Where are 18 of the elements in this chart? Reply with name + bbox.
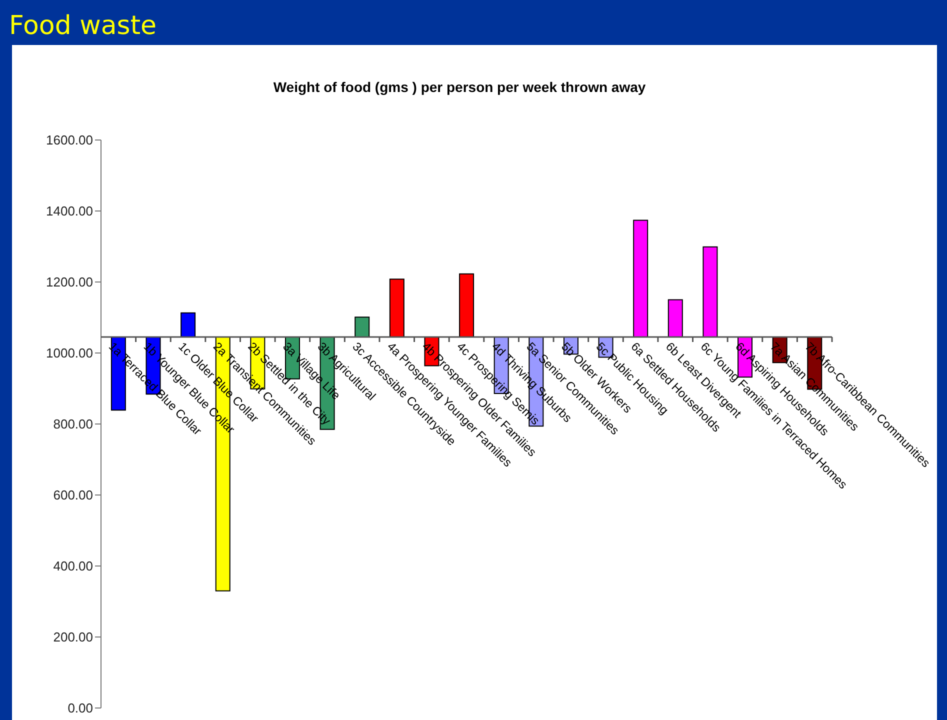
bar — [633, 220, 648, 338]
bar — [668, 299, 683, 338]
y-tick-label: 1600.00 — [46, 132, 93, 148]
y-tick-label: 0.00 — [68, 700, 93, 716]
bar — [459, 273, 474, 338]
bar — [702, 246, 718, 338]
y-tick-label: 600.00 — [53, 488, 93, 503]
chart-title: Food waste — [9, 11, 157, 41]
bar — [180, 312, 196, 338]
y-tick-label: 1000.00 — [46, 346, 93, 361]
bar — [354, 316, 370, 338]
y-tick-label: 400.00 — [53, 558, 93, 574]
bar — [389, 278, 404, 338]
chart-subtitle: Weight of food (gms ) per person per week thrown away — [272, 79, 647, 95]
y-tick-label: 1200.00 — [46, 274, 93, 290]
y-tick-label: 200.00 — [53, 630, 93, 645]
y-tick-label: 1400.00 — [46, 204, 93, 219]
y-tick-label: 800.00 — [53, 416, 93, 432]
